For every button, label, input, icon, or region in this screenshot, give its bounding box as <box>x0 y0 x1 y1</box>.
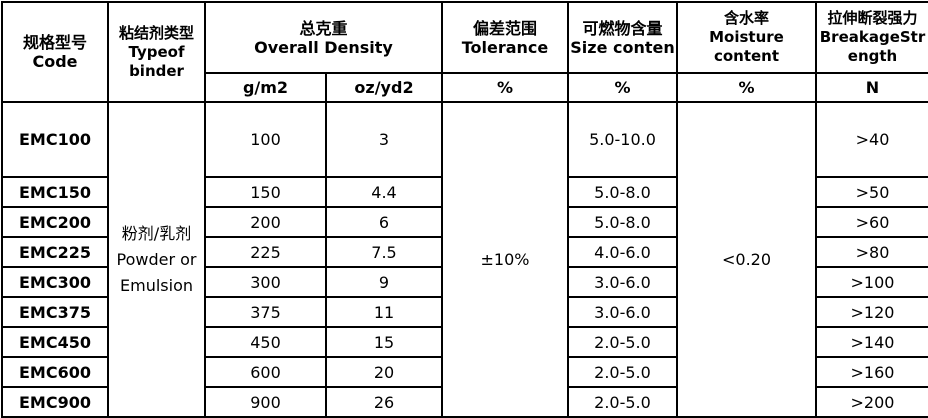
cell-oz: 3 <box>325 101 443 178</box>
cell-strength: >100 <box>815 266 928 298</box>
unit-tolerance: % <box>441 72 569 103</box>
unit-row: g/m2 oz/yd2 % % % N <box>2 72 928 103</box>
binder-en1: Powder or <box>116 249 197 269</box>
header-binder-en2: binder <box>129 61 184 80</box>
header-density-en: Overall Density <box>254 37 393 57</box>
table-row: EMC900 900 26 2.0-5.0 >200 <box>1 386 928 418</box>
cell-oz: 15 <box>325 326 443 358</box>
header-tolerance-en: Tolerance <box>461 37 549 57</box>
table-row: EMC100 粉剂/乳剂 Powder or Emulsion 100 3 ±10% 5.0-… <box>1 101 928 418</box>
cell-strength: >60 <box>815 206 928 238</box>
table-row: EMC600 600 20 2.0-5.0 >160 <box>1 356 928 388</box>
unit-strength: N <box>815 72 928 103</box>
cell-size: 3.0-6.0 <box>567 266 678 298</box>
cell-strength: >50 <box>815 176 928 208</box>
cell-code: EMC300 <box>1 266 109 298</box>
binder-cn: 粉剂/乳剂 <box>121 223 192 243</box>
cell-code: EMC100 <box>1 101 109 178</box>
header-strength-en2: ength <box>847 47 898 65</box>
header-size-en: Size conten <box>570 37 675 57</box>
cell-code: EMC200 <box>1 206 109 238</box>
table-body: EMC100 粉剂/乳剂 Powder or Emulsion 100 3 ±10% 5.0-… <box>1 101 928 418</box>
cell-gsm: 200 <box>204 206 327 238</box>
header-strength-cn: 拉伸断裂强力 <box>827 9 918 27</box>
cell-size: 5.0-8.0 <box>567 176 678 208</box>
cell-code: EMC150 <box>1 176 109 208</box>
header-strength: 拉伸断裂强力 BreakageStr ength <box>815 1 928 74</box>
unit-size: % <box>567 72 678 103</box>
unit-moisture: % <box>676 72 817 103</box>
cell-binder: 粉剂/乳剂 Powder or Emulsion <box>107 101 206 418</box>
binder-en2: Emulsion <box>120 275 193 295</box>
cell-code: EMC225 <box>1 236 109 268</box>
cell-size: 4.0-6.0 <box>567 236 678 268</box>
header-code-cn: 规格型号 <box>22 33 87 52</box>
cell-oz: 9 <box>325 266 443 298</box>
cell-code: EMC900 <box>1 386 109 418</box>
cell-size: 5.0-10.0 <box>567 101 678 178</box>
cell-code: EMC600 <box>1 356 109 388</box>
unit-gsm: g/m2 <box>204 72 327 103</box>
cell-gsm: 450 <box>204 326 327 358</box>
cell-strength: >200 <box>815 386 928 418</box>
cell-oz: 7.5 <box>325 236 443 268</box>
header-density-cn: 总克重 <box>299 18 348 38</box>
cell-strength: >140 <box>815 326 928 358</box>
cell-oz: 6 <box>325 206 443 238</box>
unit-oz: oz/yd2 <box>325 72 443 103</box>
header-moisture: 含水率 Moisture content <box>676 1 817 74</box>
table-row: EMC300 300 9 3.0-6.0 >100 <box>1 266 928 298</box>
header-moisture-en1: Moisture <box>709 28 784 46</box>
header-tolerance-cn: 偏差范围 <box>472 18 537 38</box>
table-row: EMC450 450 15 2.0-5.0 >140 <box>1 326 928 358</box>
cell-size: 2.0-5.0 <box>567 356 678 388</box>
cell-oz: 4.4 <box>325 176 443 208</box>
header-binder-en1: Typeof <box>128 42 185 61</box>
header-code-en: Code <box>32 52 78 71</box>
cell-gsm: 900 <box>204 386 327 418</box>
table-row: EMC150 150 4.4 5.0-8.0 >50 <box>1 176 928 208</box>
cell-size: 3.0-6.0 <box>567 296 678 328</box>
cell-gsm: 600 <box>204 356 327 388</box>
cell-oz: 20 <box>325 356 443 388</box>
cell-strength: >80 <box>815 236 928 268</box>
header-moisture-en2: content <box>713 47 780 65</box>
cell-gsm: 100 <box>204 101 327 178</box>
cell-size: 2.0-5.0 <box>567 326 678 358</box>
cell-code: EMC450 <box>1 326 109 358</box>
cell-strength: >120 <box>815 296 928 328</box>
cell-oz: 26 <box>325 386 443 418</box>
cell-gsm: 225 <box>204 236 327 268</box>
cell-oz: 11 <box>325 296 443 328</box>
header-strength-en1: BreakageStr <box>819 28 926 46</box>
header-tolerance: 偏差范围 Tolerance <box>441 1 569 74</box>
cell-gsm: 300 <box>204 266 327 298</box>
table-row: EMC200 200 6 5.0-8.0 >60 <box>1 206 928 238</box>
cell-size: 5.0-8.0 <box>567 206 678 238</box>
header-code: 规格型号 Code <box>1 1 109 103</box>
header-size: 可燃物含量 Size conten <box>567 1 678 74</box>
header-density: 总克重 Overall Density <box>204 1 443 74</box>
header-binder-cn: 粘结剂类型 <box>118 23 194 42</box>
cell-tolerance: ±10% <box>441 101 569 418</box>
cell-moisture: <0.20 <box>676 101 817 418</box>
cell-gsm: 150 <box>204 176 327 208</box>
cell-gsm: 375 <box>204 296 327 328</box>
cell-size: 2.0-5.0 <box>567 386 678 418</box>
cell-strength: >40 <box>815 101 928 178</box>
cell-code: EMC375 <box>1 296 109 328</box>
header-moisture-cn: 含水率 <box>723 9 769 27</box>
header-row: 规格型号 Code 粘结剂类型 Typeof binder 总克重 Overall De… <box>1 1 928 103</box>
header-binder: 粘结剂类型 Typeof binder <box>107 1 206 103</box>
header-size-cn: 可燃物含量 <box>582 18 663 38</box>
cell-strength: >160 <box>815 356 928 388</box>
